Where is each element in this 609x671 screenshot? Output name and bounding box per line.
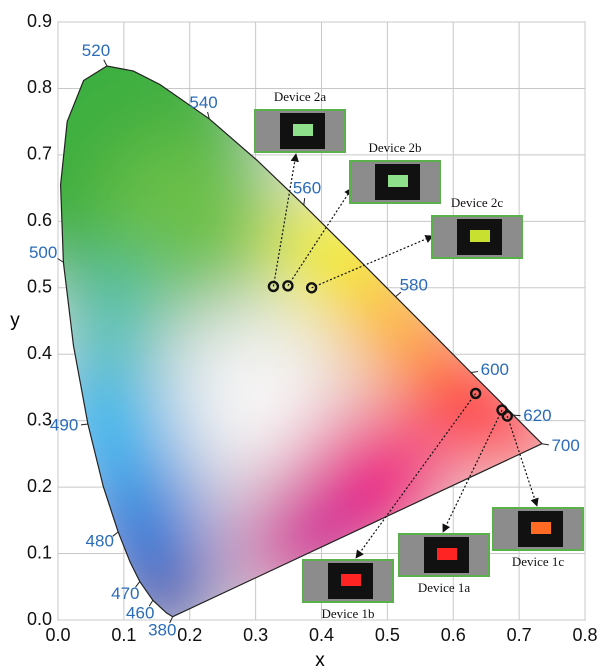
wavelength-label: 520 (82, 41, 110, 60)
x-axis-title: x (315, 650, 325, 671)
device-inset (399, 534, 489, 576)
y-axis-title: y (10, 310, 20, 331)
device-inset (255, 110, 345, 152)
wavelength-label: 600 (481, 360, 509, 379)
y-tick-label: 0.0 (27, 609, 52, 629)
emission-area (341, 574, 361, 586)
wavelength-label: 560 (293, 179, 321, 198)
x-tick-label: 0.1 (111, 625, 136, 645)
device-inset (350, 161, 440, 203)
wavelength-label: 380 (148, 621, 176, 640)
device-label: Device 1a (418, 580, 471, 595)
wavelength-label: 490 (50, 416, 78, 435)
device-inset (432, 216, 522, 258)
emission-area (437, 548, 457, 560)
wavelength-label: 480 (86, 532, 114, 551)
y-tick-label: 0.6 (27, 210, 52, 230)
y-tick-label: 0.4 (27, 343, 52, 363)
x-tick-label: 0.4 (309, 625, 334, 645)
x-tick-label: 0.3 (243, 625, 268, 645)
x-tick-label: 0.6 (441, 625, 466, 645)
wavelength-label: 580 (400, 276, 428, 295)
y-tick-label: 0.7 (27, 144, 52, 164)
y-tick-label: 0.1 (27, 542, 52, 562)
emission-area (293, 124, 313, 136)
y-tick-label: 0.3 (27, 409, 52, 429)
x-tick-label: 0.7 (507, 625, 532, 645)
wavelength-label: 540 (189, 93, 217, 112)
device-label: Device 2c (451, 195, 504, 210)
device-label: Device 2a (274, 89, 327, 104)
emission-area (470, 230, 490, 242)
device-inset (493, 508, 583, 550)
color-field (217, 356, 307, 446)
wavelength-label: 700 (551, 436, 579, 455)
chart: 380460470 480 490 500 520 540 560 580 600 620700 D… (0, 0, 609, 671)
wavelength-label: 470 (111, 584, 139, 603)
x-tick-label: 0.8 (572, 625, 597, 645)
y-tick-label: 0.2 (27, 476, 52, 496)
x-tick-label: 0.5 (375, 625, 400, 645)
wavelength-label: 460 (126, 603, 154, 622)
device-label: Device 1b (321, 606, 374, 621)
wavelength-label: 620 (523, 406, 551, 425)
x-tick-label: 0.2 (177, 625, 202, 645)
emission-area (388, 175, 408, 187)
y-tick-label: 0.8 (27, 77, 52, 97)
device-label: Device 2b (368, 140, 421, 155)
emission-area (531, 522, 551, 534)
wavelength-label: 500 (29, 243, 57, 262)
y-tick-label: 0.9 (27, 11, 52, 31)
device-label: Device 1c (512, 554, 565, 569)
y-tick-label: 0.5 (27, 277, 52, 297)
device-inset (303, 560, 393, 602)
